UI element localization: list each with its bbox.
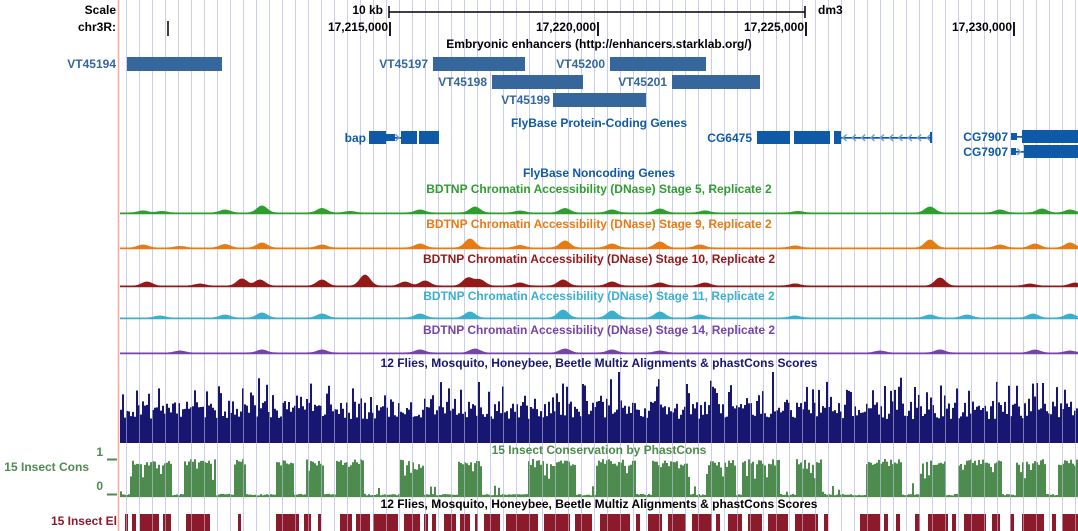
multiz-alignment-track[interactable] (120, 372, 1078, 443)
enhancers-track-title: Embryonic enhancers (http://enhancers.st… (446, 37, 752, 51)
insect-elements-track[interactable] (125, 514, 1078, 531)
coordinate-label: 17,220,000 (535, 20, 596, 34)
scale-bar (388, 6, 806, 18)
enhancer-label-VT45199[interactable]: VT45199 (501, 93, 550, 107)
coordinate-label: 17,225,000 (743, 20, 804, 34)
scale-value-label: 10 kb (352, 3, 383, 17)
coordinate-ticks (167, 21, 1015, 36)
gene-bap[interactable] (369, 131, 439, 144)
enhancer-VT45198[interactable] (492, 75, 583, 89)
dnase-stage14-track-title: BDTNP Chromatin Accessibility (DNase) St… (422, 323, 776, 337)
enhancer-VT45199[interactable] (553, 93, 646, 107)
dnase-stage5-signal[interactable] (120, 205, 1078, 215)
phastcons-axis-max: 1 (96, 445, 103, 459)
enhancer-track (127, 57, 760, 107)
phastcons-conservation-track[interactable] (107, 458, 1078, 498)
chromosome-label: chr3R: (77, 20, 116, 34)
dnase-stage11-signal[interactable] (120, 309, 1078, 320)
gene-track (369, 130, 1078, 158)
gene-CG6475[interactable] (757, 131, 932, 144)
gene-label-CG6475[interactable]: CG6475 (707, 131, 752, 145)
dnase-stage14-signal[interactable] (120, 348, 1078, 355)
gene-CG7907[interactable] (1011, 145, 1078, 158)
elements-track-label[interactable]: 15 Insect El (50, 514, 117, 528)
elements-track-title: 12 Flies, Mosquito, Honeybee, Beetle Mul… (380, 497, 818, 511)
noncoding-genes-track-title: FlyBase Noncoding Genes (522, 166, 676, 180)
enhancer-VT45194[interactable] (127, 57, 222, 71)
phastcons-axis-min: 0 (96, 479, 103, 493)
gene-label-bap[interactable]: bap (344, 131, 366, 145)
dnase-stage10-track-title: BDTNP Chromatin Accessibility (DNase) St… (422, 252, 776, 266)
gene-label-CG7907[interactable]: CG7907 (963, 145, 1008, 159)
dnase-stage9-signal[interactable] (120, 238, 1078, 250)
multiz-track-title: 12 Flies, Mosquito, Honeybee, Beetle Mul… (380, 356, 818, 370)
phastcons-track-title: 15 Insect Conservation by PhastCons (491, 443, 707, 457)
assembly-label: dm3 (818, 3, 843, 17)
enhancer-label-VT45198[interactable]: VT45198 (438, 75, 487, 89)
enhancer-VT45200[interactable] (610, 57, 706, 71)
dnase-stage9-track-title: BDTNP Chromatin Accessibility (DNase) St… (426, 217, 772, 231)
dnase-stage5-track-title: BDTNP Chromatin Accessibility (DNase) St… (426, 182, 772, 196)
grid-lines-overlay (126, 374, 1076, 531)
phastcons-track-label[interactable]: 15 Insect Cons (4, 460, 89, 474)
coding-genes-track-title: FlyBase Protein-Coding Genes (510, 116, 688, 130)
enhancer-label-VT45200[interactable]: VT45200 (556, 57, 605, 71)
enhancer-VT45201[interactable] (672, 75, 760, 89)
gene-label-CG7907[interactable]: CG7907 (963, 130, 1008, 144)
coordinate-label: 17,230,000 (951, 20, 1012, 34)
enhancer-VT45197[interactable] (433, 57, 525, 71)
dnase-stage11-track-title: BDTNP Chromatin Accessibility (DNase) St… (423, 289, 775, 303)
enhancer-label-VT45201[interactable]: VT45201 (618, 75, 667, 89)
enhancer-label-VT45197[interactable]: VT45197 (379, 57, 428, 71)
scale-row-label: Scale (84, 3, 116, 17)
gene-CG7907[interactable] (1011, 130, 1078, 143)
coordinate-label: 17,215,000 (327, 20, 388, 34)
enhancer-label-VT45194[interactable]: VT45194 (67, 57, 116, 71)
dnase-stage10-signal[interactable] (120, 274, 1078, 288)
